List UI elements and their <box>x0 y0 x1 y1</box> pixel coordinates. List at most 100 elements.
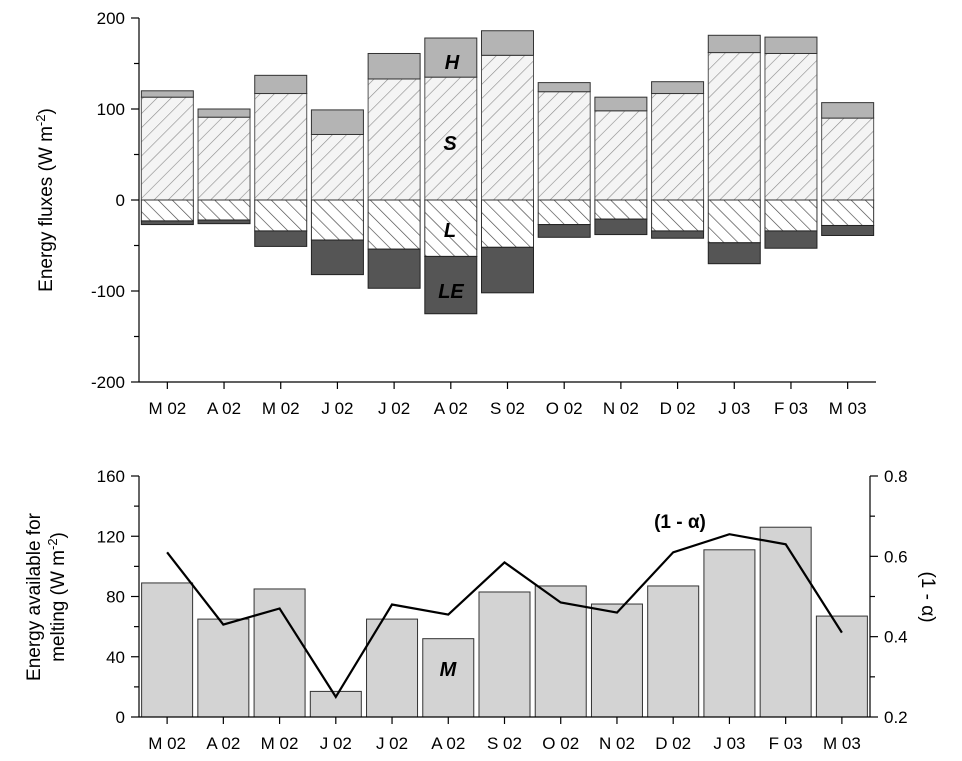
bar-l-7 <box>537 199 591 226</box>
bar-le-12 <box>821 224 875 236</box>
top-y-tick-label: 0 <box>116 191 125 210</box>
bar-m-12 <box>815 615 868 718</box>
bar-l-4 <box>367 199 421 250</box>
top-axes: -200 -100 0 100 200 M 02 A 02 M 02 J 02 J 02 A 02 S… <box>91 9 876 418</box>
bar-l-3 <box>310 199 364 241</box>
top-x-tick-label: S 02 <box>490 399 525 418</box>
bottom-x-tick-label: J 02 <box>376 734 408 753</box>
ylabel-sup: -2 <box>33 115 48 127</box>
bottom-y2-tick-label: 0.4 <box>884 628 908 647</box>
bar-s-10 <box>707 52 761 201</box>
bar-l-2 <box>254 199 308 232</box>
bar-le-11 <box>764 230 818 249</box>
bottom-y2-axis-label: (1 - α) <box>917 571 938 622</box>
bar-h-8 <box>594 96 648 112</box>
bar-m-4 <box>366 618 419 718</box>
bar-le-0 <box>140 220 194 226</box>
bottom-y-axis-label: Energy available for melting (W m-2) <box>24 512 69 681</box>
bar-s-9 <box>651 93 705 201</box>
bar-m-7 <box>534 585 587 718</box>
annotation-line-label: (1 - α) <box>654 512 706 533</box>
ylabel-end: ) <box>36 108 57 114</box>
bar-s-5 <box>424 76 478 201</box>
bar-l-9 <box>651 199 705 232</box>
bottom-y-tick-label: 40 <box>106 648 125 667</box>
annotation-l: L <box>444 220 456 242</box>
bar-h-5 <box>424 37 478 78</box>
bar-s-8 <box>594 110 648 201</box>
bottom-bars <box>141 526 868 718</box>
top-x-tick-label: M 02 <box>148 399 186 418</box>
bar-le-9 <box>651 230 705 239</box>
bar-h-1 <box>197 108 251 118</box>
bottom-x-tick-label: S 02 <box>487 734 522 753</box>
bar-s-0 <box>140 96 194 201</box>
bar-le-6 <box>481 246 534 294</box>
bar-le-8 <box>594 218 648 236</box>
top-x-tick-label: J 02 <box>321 399 353 418</box>
bottom-y2-tick-label: 0.6 <box>884 547 908 566</box>
bar-le-2 <box>254 230 308 247</box>
bar-l-8 <box>594 199 648 220</box>
bar-m-11 <box>759 526 812 718</box>
top-x-tick-label: D 02 <box>660 399 696 418</box>
top-x-tick-label: A 02 <box>434 399 468 418</box>
bottom-y-axis-label-line1: Energy available for <box>24 512 45 681</box>
bar-m-5 <box>422 638 475 718</box>
bottom-y-axis-label-line2: melting (W m-2) <box>45 532 69 662</box>
bottom-y2-tick-label: 0.8 <box>884 467 908 486</box>
bar-l-0 <box>140 199 194 222</box>
bottom-x-tick-label: M 03 <box>823 734 861 753</box>
bar-le-5 <box>424 255 478 315</box>
bottom-x-tick-label: M 02 <box>261 734 299 753</box>
top-x-tick-label: N 02 <box>603 399 639 418</box>
bar-s-3 <box>310 133 364 201</box>
bottom-x-tick-label: N 02 <box>599 734 635 753</box>
bar-l-6 <box>481 199 534 248</box>
bottom-y-tick-label: 80 <box>106 588 125 607</box>
bottom-y-tick-label: 120 <box>97 527 125 546</box>
top-y-tick-label: 200 <box>97 9 125 28</box>
melting-energy-chart: 0 40 80 120 160 0.2 0.4 0.6 0.8 M 02 A 02 M 02 J 02 J… <box>24 467 938 753</box>
top-x-tick-label: J 03 <box>718 399 750 418</box>
bar-l-12 <box>821 199 875 226</box>
top-y-tick-label: -100 <box>91 282 125 301</box>
bar-m-10 <box>703 549 756 718</box>
annotation-h: H <box>445 52 460 74</box>
bar-m-8 <box>590 603 643 718</box>
bottom-x-tick-label: D 02 <box>655 734 691 753</box>
bar-m-0 <box>141 582 194 718</box>
bar-le-4 <box>367 248 421 289</box>
bottom-x-tick-label: A 02 <box>206 734 240 753</box>
bottom-x-tick-label: J 03 <box>713 734 745 753</box>
bar-h-6 <box>481 30 534 56</box>
albedo-series-line <box>166 533 843 699</box>
bar-h-3 <box>310 109 364 135</box>
bar-s-12 <box>821 117 875 201</box>
top-bars <box>140 30 875 315</box>
ylabel2-sup: -2 <box>45 538 60 550</box>
bar-h-7 <box>537 82 591 93</box>
ylabel2-main: melting (W m <box>48 550 69 662</box>
bar-s-2 <box>254 93 308 201</box>
top-x-tick-label: J 02 <box>378 399 410 418</box>
top-x-tick-label: M 03 <box>829 399 867 418</box>
bottom-x-tick-label: A 02 <box>431 734 465 753</box>
top-y-tick-label: 100 <box>97 100 125 119</box>
bar-h-11 <box>764 36 818 54</box>
bar-s-11 <box>764 52 818 201</box>
energy-fluxes-chart: -200 -100 0 100 200 M 02 A 02 M 02 J 02 J 02 A 02 S… <box>33 9 876 418</box>
bottom-x-tick-label: J 02 <box>320 734 352 753</box>
bar-le-7 <box>537 224 591 238</box>
bottom-axes: 0 40 80 120 160 0.2 0.4 0.6 0.8 M 02 A 02 M 02 J 02 J… <box>97 467 908 753</box>
bar-h-0 <box>140 90 194 98</box>
bar-s-7 <box>537 91 591 201</box>
bar-m-1 <box>197 618 250 718</box>
bottom-y2-tick-label: 0.2 <box>884 708 908 727</box>
bar-le-1 <box>197 219 251 225</box>
ylabel-main: Energy fluxes (W m <box>36 126 57 292</box>
top-y-axis-label: Energy fluxes (W m-2) <box>33 108 57 292</box>
bar-m-9 <box>647 585 700 718</box>
annotation-m: M <box>440 659 458 681</box>
